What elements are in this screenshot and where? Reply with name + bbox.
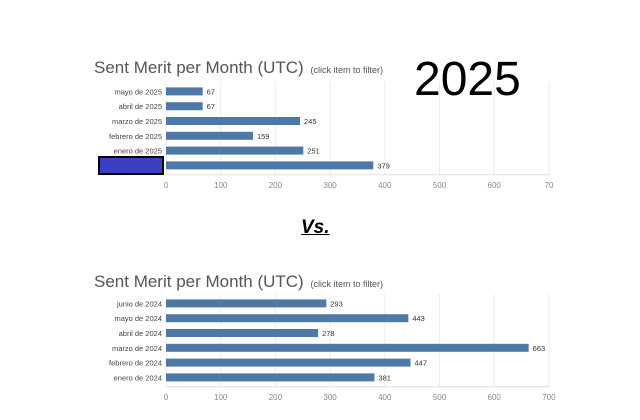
chart-2024-category-label: mayo de 2024 <box>114 314 162 323</box>
chart-2024-bar <box>166 358 411 367</box>
chart-2024-value-label: 443 <box>412 314 425 323</box>
chart-2024-filter-hint[interactable]: (click item to filter) <box>310 279 383 289</box>
chart-2025-bar <box>166 117 301 125</box>
chart-2025-value-label: 67 <box>207 102 215 111</box>
chart-2024-category-label: abril de 2024 <box>119 329 162 338</box>
chart-2025-bar <box>166 131 253 140</box>
redacted-category-label <box>98 156 164 175</box>
chart-2025-value-label: 159 <box>257 132 270 141</box>
chart-2025-category-label: febrero de 2025 <box>109 132 162 141</box>
chart-2024: 0 100 200 300 400 500 600 700 junio de 2024 293 ma… <box>109 294 556 402</box>
chart-2025-category-label: enero de 2025 <box>114 147 162 156</box>
chart-2025-tick-label: 100 <box>214 181 228 190</box>
chart-2025-tick-label: 0 <box>164 181 169 190</box>
chart-2024-category-label: febrero de 2024 <box>109 359 162 368</box>
chart-2025-bar <box>166 161 374 170</box>
chart-2025-filter-hint[interactable]: (click item to filter) <box>310 65 383 75</box>
chart-2024-value-label: 663 <box>533 344 546 353</box>
chart-2025-title-text: Sent Merit per Month (UTC) <box>94 58 304 77</box>
chart-2024-bar <box>166 299 327 308</box>
chart-2024-value-label: 293 <box>330 299 343 308</box>
chart-2024-tick-label: 700 <box>542 393 556 402</box>
chart-2025-value-label: 379 <box>377 161 390 170</box>
chart-2024-category-label: junio de 2024 <box>116 299 162 308</box>
chart-2024-value-label: 381 <box>378 373 391 382</box>
chart-2024-bar <box>166 343 529 352</box>
year-label: 2025 <box>414 53 521 106</box>
chart-2025-tick-label: 600 <box>488 181 502 190</box>
chart-2024-title-text: Sent Merit per Month (UTC) <box>94 272 304 291</box>
chart-2025-bar <box>166 146 304 155</box>
chart-2024-value-label: 447 <box>415 359 428 368</box>
chart-2024-tick-label: 100 <box>214 393 228 402</box>
chart-2025-value-label: 251 <box>307 147 320 156</box>
chart-2025-category-label: abril de 2025 <box>119 102 162 111</box>
chart-2025-value-label: 245 <box>304 117 317 126</box>
chart-2025-category-label: mayo de 2025 <box>114 87 162 96</box>
chart-2024-tick-label: 200 <box>269 393 283 402</box>
chart-2025-tick-label: 500 <box>433 181 447 190</box>
chart-2025-tick-label: 200 <box>269 181 283 190</box>
chart-2025-title: Sent Merit per Month (UTC) (click item t… <box>94 58 383 78</box>
chart-2025: 0 100 200 300 400 500 600 70 mayo de 2025 67 abril… <box>109 82 554 190</box>
chart-2024-tick-label: 500 <box>433 393 447 402</box>
chart-2024-tick-label: 300 <box>323 393 337 402</box>
chart-2025-tick-label: 400 <box>378 181 392 190</box>
chart-2024-bar <box>166 373 375 382</box>
chart-2024-tick-label: 400 <box>378 393 392 402</box>
chart-2024-tick-label: 600 <box>488 393 502 402</box>
chart-2025-bar <box>166 87 203 96</box>
chart-2025-tick-label: 300 <box>323 181 337 190</box>
chart-2024-tick-label: 0 <box>164 393 169 402</box>
chart-2025-tick-label: 70 <box>544 181 553 190</box>
chart-2024-category-label: enero de 2024 <box>114 373 162 382</box>
chart-2025-bar <box>166 102 203 111</box>
chart-2024-value-label: 278 <box>322 329 335 338</box>
chart-2025-category-label: marzo de 2025 <box>112 117 162 126</box>
chart-2025-value-label: 67 <box>207 87 215 96</box>
chart-2024-title: Sent Merit per Month (UTC) (click item t… <box>94 272 383 292</box>
vs-label: Vs. <box>301 217 330 238</box>
chart-2024-category-label: marzo de 2024 <box>112 344 162 353</box>
chart-2024-bar <box>166 329 319 337</box>
chart-2024-bar <box>166 314 409 323</box>
